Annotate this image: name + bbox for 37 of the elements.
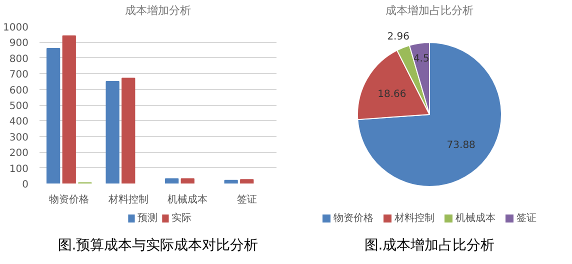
y-tick-label: 0: [22, 180, 29, 190]
bar: [224, 180, 238, 184]
x-tick-label: 机械成本: [168, 194, 208, 206]
legend-label: 机械成本: [456, 212, 496, 224]
bar: [122, 78, 136, 184]
text: 图.预算成本与实际成本对比分析: [58, 238, 258, 254]
x-tick-label: 材料控制: [107, 194, 148, 206]
text: 图.成本增加占比分析: [364, 238, 495, 254]
bar: [106, 80, 120, 184]
legend-label: 实际: [171, 212, 192, 224]
y-tick-label: 200: [9, 148, 29, 160]
bar: [165, 178, 179, 184]
y-tick-label: 700: [9, 70, 29, 81]
y-tick-label: 100: [9, 164, 29, 175]
x-tick-label: 签证: [236, 194, 257, 206]
legend-label: 预测: [137, 212, 158, 224]
bar: [180, 178, 194, 184]
y-tick-label: 1000: [3, 22, 29, 34]
bar: [240, 179, 254, 184]
y-tick-label: 400: [9, 116, 29, 128]
y-tick-label: 500: [9, 101, 29, 112]
data-label: 2.96: [387, 31, 410, 42]
legend-label: 材料控制: [394, 212, 434, 224]
legend-label: 物资价格: [334, 212, 374, 224]
data-label: 73.88: [446, 140, 476, 151]
chart-title: 成本增加分析: [125, 4, 191, 17]
y-tick-label: 300: [9, 132, 29, 144]
data-label: 4.5: [413, 53, 430, 64]
x-tick-label: 物资价格: [49, 194, 90, 206]
chart-title: 成本增加占比分析: [386, 4, 474, 17]
y-tick-label: 800: [9, 54, 29, 65]
data-label: 18.66: [378, 89, 406, 100]
bar: [46, 48, 60, 184]
y-tick-label: 600: [9, 85, 29, 96]
legend-label: 签证: [516, 212, 536, 224]
y-tick-label: 900: [9, 38, 29, 50]
bar: [62, 35, 76, 184]
